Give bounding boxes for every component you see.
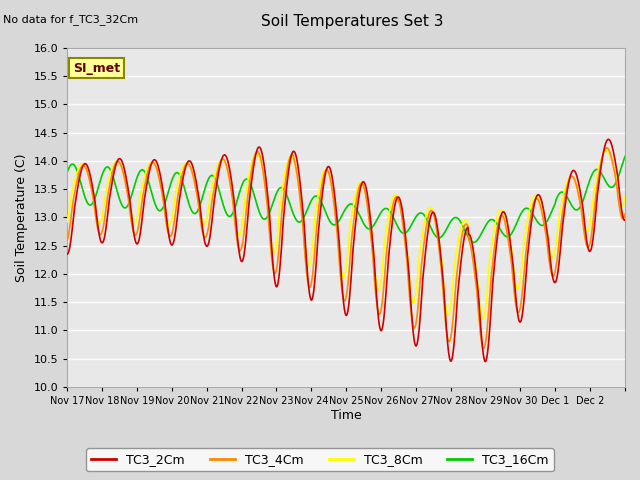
Text: No data for f_TC3_32Cm: No data for f_TC3_32Cm (3, 14, 138, 25)
Text: SI_met: SI_met (73, 61, 120, 74)
Legend: TC3_2Cm, TC3_4Cm, TC3_8Cm, TC3_16Cm: TC3_2Cm, TC3_4Cm, TC3_8Cm, TC3_16Cm (86, 448, 554, 471)
Y-axis label: Soil Temperature (C): Soil Temperature (C) (15, 153, 28, 282)
Text: Soil Temperatures Set 3: Soil Temperatures Set 3 (260, 14, 444, 29)
X-axis label: Time: Time (331, 409, 362, 422)
